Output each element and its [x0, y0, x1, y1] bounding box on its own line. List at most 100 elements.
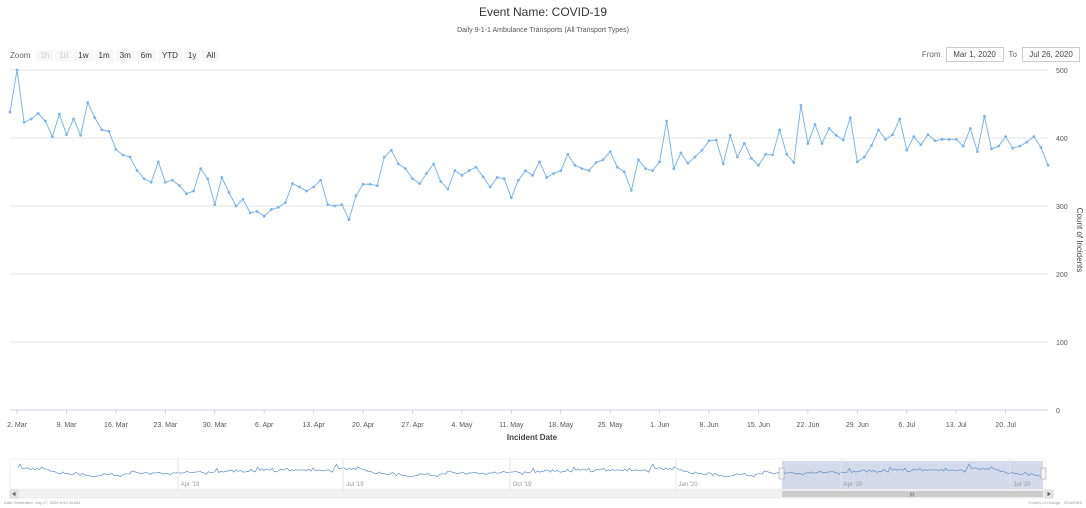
data-point[interactable]: [827, 127, 831, 130]
data-point[interactable]: [276, 205, 280, 209]
zoom-button-1y[interactable]: 1y: [183, 50, 201, 61]
data-point[interactable]: [990, 147, 993, 151]
data-point[interactable]: [870, 144, 873, 147]
data-point[interactable]: [86, 101, 90, 105]
data-point[interactable]: [735, 155, 739, 159]
data-point[interactable]: [672, 167, 676, 171]
data-point[interactable]: [213, 203, 217, 207]
data-point[interactable]: [389, 148, 393, 152]
data-point[interactable]: [199, 167, 203, 171]
data-point[interactable]: [566, 152, 570, 156]
data-point[interactable]: [524, 169, 527, 173]
data-point[interactable]: [312, 185, 316, 189]
data-point[interactable]: [750, 157, 753, 160]
scrollbar[interactable]: III: [9, 489, 1054, 499]
data-point[interactable]: [8, 110, 12, 114]
data-point[interactable]: [241, 197, 245, 201]
data-point[interactable]: [29, 117, 33, 121]
data-point[interactable]: [926, 133, 930, 137]
data-point[interactable]: [954, 137, 958, 141]
data-point[interactable]: [975, 150, 979, 154]
to-date-input[interactable]: [1022, 47, 1080, 62]
data-point[interactable]: [912, 135, 916, 139]
data-point[interactable]: [700, 148, 704, 152]
data-point[interactable]: [785, 152, 789, 156]
data-point[interactable]: [644, 167, 647, 171]
data-point[interactable]: [425, 171, 429, 175]
data-point[interactable]: [1004, 135, 1008, 139]
data-point[interactable]: [820, 142, 824, 145]
data-point[interactable]: [1025, 140, 1029, 144]
data-point[interactable]: [933, 139, 937, 143]
data-point[interactable]: [877, 128, 880, 132]
data-point[interactable]: [488, 185, 492, 189]
data-point[interactable]: [65, 133, 68, 137]
data-point[interactable]: [283, 201, 287, 205]
zoom-button-1m[interactable]: 1m: [94, 50, 114, 61]
navigator-selection[interactable]: [782, 461, 1043, 489]
data-point[interactable]: [601, 158, 605, 162]
data-point[interactable]: [714, 138, 718, 142]
data-point[interactable]: [707, 139, 711, 143]
data-point[interactable]: [58, 112, 61, 116]
data-point[interactable]: [742, 142, 746, 145]
data-point[interactable]: [43, 119, 47, 123]
data-point[interactable]: [757, 163, 760, 167]
navigator[interactable]: Apr '19 Jul '19 Oct '19 Jan '20 Apr '20 Jul '…: [9, 458, 1047, 490]
data-point[interactable]: [884, 137, 887, 141]
data-point[interactable]: [262, 214, 266, 218]
data-point[interactable]: [940, 137, 944, 141]
data-point[interactable]: [340, 203, 344, 207]
data-point[interactable]: [326, 203, 330, 207]
data-point[interactable]: [206, 177, 210, 181]
data-point[interactable]: [629, 188, 633, 192]
data-point[interactable]: [291, 182, 294, 185]
data-point[interactable]: [552, 171, 556, 175]
data-point[interactable]: [368, 182, 372, 186]
data-point[interactable]: [439, 180, 443, 183]
data-point[interactable]: [156, 160, 160, 164]
data-point[interactable]: [587, 169, 591, 173]
data-point[interactable]: [919, 143, 923, 147]
data-point[interactable]: [799, 103, 803, 107]
data-point[interactable]: [693, 155, 697, 159]
data-point[interactable]: [559, 169, 563, 173]
data-point[interactable]: [792, 161, 796, 164]
data-point[interactable]: [848, 116, 852, 119]
data-point[interactable]: [679, 151, 683, 155]
zoom-button-all[interactable]: All: [202, 50, 220, 61]
data-point[interactable]: [319, 178, 323, 182]
data-point[interactable]: [517, 178, 520, 182]
data-point[interactable]: [142, 177, 146, 181]
data-point[interactable]: [658, 160, 662, 164]
data-point[interactable]: [460, 174, 464, 177]
from-date-input[interactable]: [945, 47, 1004, 62]
data-point[interactable]: [396, 162, 400, 166]
data-point[interactable]: [333, 204, 337, 208]
data-point[interactable]: [354, 194, 358, 198]
navigator-right-handle[interactable]: [1040, 467, 1047, 480]
data-point[interactable]: [305, 189, 308, 193]
zoom-button-6m[interactable]: 6m: [136, 50, 156, 61]
data-point[interactable]: [114, 148, 118, 151]
data-point[interactable]: [863, 155, 866, 159]
data-point[interactable]: [968, 127, 972, 130]
data-point[interactable]: [573, 163, 577, 167]
data-point[interactable]: [1039, 146, 1043, 149]
data-point[interactable]: [361, 182, 365, 186]
data-point[interactable]: [234, 204, 238, 208]
data-point[interactable]: [961, 144, 965, 148]
data-point[interactable]: [171, 178, 174, 182]
data-point[interactable]: [983, 114, 986, 118]
data-point[interactable]: [255, 210, 259, 213]
data-point[interactable]: [728, 133, 732, 137]
data-point[interactable]: [580, 167, 584, 171]
data-point[interactable]: [192, 189, 195, 193]
data-point[interactable]: [1018, 144, 1022, 148]
data-point[interactable]: [1011, 146, 1015, 150]
data-point[interactable]: [135, 169, 139, 173]
data-point[interactable]: [163, 180, 167, 184]
data-point[interactable]: [474, 165, 478, 169]
data-point[interactable]: [997, 144, 1000, 148]
data-point[interactable]: [615, 165, 619, 169]
